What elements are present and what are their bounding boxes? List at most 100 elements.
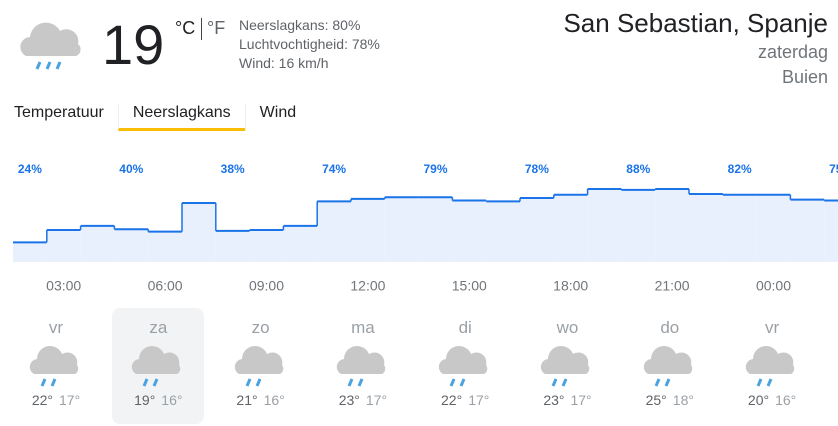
low: 16° [775, 392, 797, 408]
day-column[interactable]: vr 20° 16° [726, 308, 818, 424]
bar [621, 189, 656, 262]
temperature: 19 [102, 13, 165, 76]
day-icon [541, 346, 590, 387]
bar [756, 194, 791, 262]
value-label: 38% [221, 162, 245, 176]
day-column[interactable]: do 25° 18° [624, 308, 716, 424]
unit-c[interactable]: °C [175, 18, 196, 38]
day-name: za [149, 318, 168, 337]
time-label: 15:00 [452, 278, 487, 294]
bar [317, 201, 351, 262]
day-icon [643, 346, 693, 387]
value-label: 79% [423, 162, 447, 176]
forecast: vr 22° 17° za 19° 16° zo 21° 16° ma 23° 17° di 22° 17°… [10, 308, 828, 424]
day-column[interactable]: wo 23° 17° [521, 308, 613, 424]
unit-divider [201, 18, 202, 40]
high: 25° [645, 392, 667, 408]
precipitation-chart: 24% 40% 38% 74% 79% 78% 88% 82% 75% 03:00 06:00 09:… [13, 162, 838, 294]
day-name: vr [764, 318, 780, 337]
value-label: 82% [728, 162, 752, 176]
bar [553, 194, 588, 262]
time-label: 06:00 [148, 278, 183, 294]
day-icon [438, 346, 488, 387]
detail: Luchtvochtigheid: 78% [239, 36, 380, 52]
bar [824, 200, 838, 262]
bar [418, 197, 453, 262]
high: 23° [338, 392, 360, 408]
temps: 22° 17° [10, 392, 102, 408]
value-label: 78% [525, 162, 549, 176]
time-label: 09:00 [249, 278, 284, 294]
high: 23° [543, 392, 565, 408]
time-label: 21:00 [655, 278, 690, 294]
day-name: zo [251, 318, 270, 337]
bar [655, 189, 689, 262]
detail: Wind: 16 km/h [239, 55, 329, 71]
location: San Sebastian, Spanje [563, 8, 828, 38]
time-label: 00:00 [756, 278, 791, 294]
value-label: 40% [119, 162, 143, 176]
value-label: 24% [18, 162, 42, 176]
day-column[interactable]: vr 22° 17° [10, 308, 102, 424]
day-name: vr [48, 318, 64, 337]
low: 17° [59, 392, 81, 408]
day-column[interactable]: zo 21° 16° [215, 308, 307, 424]
high: 20° [747, 392, 770, 408]
day-name: wo [556, 318, 579, 337]
weather-icon [20, 22, 81, 70]
day-icon [29, 346, 79, 387]
bar [520, 198, 554, 262]
bar [80, 225, 115, 262]
day-icon [745, 346, 795, 387]
temps: 20° 16° [726, 392, 818, 408]
low: 18° [672, 392, 694, 408]
value-label: 88% [626, 162, 650, 176]
bar [384, 197, 419, 262]
bar [182, 202, 216, 262]
day-column[interactable]: di 22° 17° [419, 308, 511, 424]
temps: 19° 16° [112, 392, 204, 408]
bar [689, 193, 723, 262]
day-icon [132, 346, 181, 387]
bar [452, 200, 487, 262]
bar [249, 230, 284, 262]
temps: 25° 18° [624, 392, 716, 408]
high: 21° [236, 392, 258, 408]
tabs: Temperatuur Neerslagkans Wind [0, 104, 310, 131]
bar [148, 231, 182, 262]
low: 16° [161, 392, 183, 408]
time-label: 03:00 [46, 278, 81, 294]
condition: Buien [781, 67, 828, 87]
time-label: 18:00 [553, 278, 588, 294]
time-label: 12:00 [350, 278, 385, 294]
value-label: 74% [322, 162, 346, 176]
day-name: ma [351, 318, 375, 337]
day-icon [234, 346, 283, 387]
temps: 23° 17° [317, 392, 409, 408]
day: zaterdag [757, 42, 828, 62]
tab[interactable]: Wind [244, 104, 310, 131]
tab[interactable]: Neerslagkans [117, 104, 245, 131]
unit-f[interactable]: °F [207, 18, 226, 38]
temps: 23° 17° [521, 392, 613, 408]
low: 17° [468, 392, 490, 408]
day-icon [336, 346, 386, 387]
bar [587, 189, 622, 262]
bar [114, 229, 149, 262]
bar [283, 225, 318, 262]
day-name: di [458, 318, 472, 337]
tab[interactable]: Temperatuur [14, 104, 104, 121]
bar [790, 199, 825, 262]
bar [722, 194, 757, 262]
bar [13, 242, 47, 262]
bar [46, 230, 81, 262]
bar [486, 201, 520, 262]
day-column[interactable]: za 19° 16° [112, 308, 205, 424]
high: 19° [134, 392, 156, 408]
value-label: 75% [829, 162, 838, 176]
details: Neerslagkans: 80% Luchtvochtigheid: 78% … [239, 16, 380, 73]
day-column[interactable]: ma 23° 17° [317, 308, 409, 424]
day-name: do [660, 318, 680, 337]
low: 17° [365, 392, 388, 408]
